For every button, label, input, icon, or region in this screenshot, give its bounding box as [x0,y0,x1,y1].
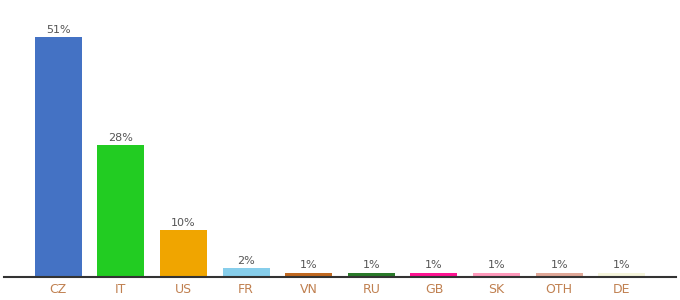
Bar [222,268,269,277]
Bar [411,273,458,277]
Text: 1%: 1% [300,260,318,270]
Bar [598,273,645,277]
Text: 1%: 1% [550,260,568,270]
Bar [536,273,583,277]
Text: 1%: 1% [488,260,505,270]
Bar [97,146,144,277]
Text: 10%: 10% [171,218,196,228]
Text: 1%: 1% [362,260,380,270]
Text: 1%: 1% [613,260,630,270]
Bar [285,273,332,277]
Text: 51%: 51% [46,25,71,35]
Bar [348,273,395,277]
Bar [473,273,520,277]
Text: 28%: 28% [108,133,133,143]
Text: 2%: 2% [237,256,255,266]
Bar [35,37,82,277]
Bar [160,230,207,277]
Text: 1%: 1% [425,260,443,270]
